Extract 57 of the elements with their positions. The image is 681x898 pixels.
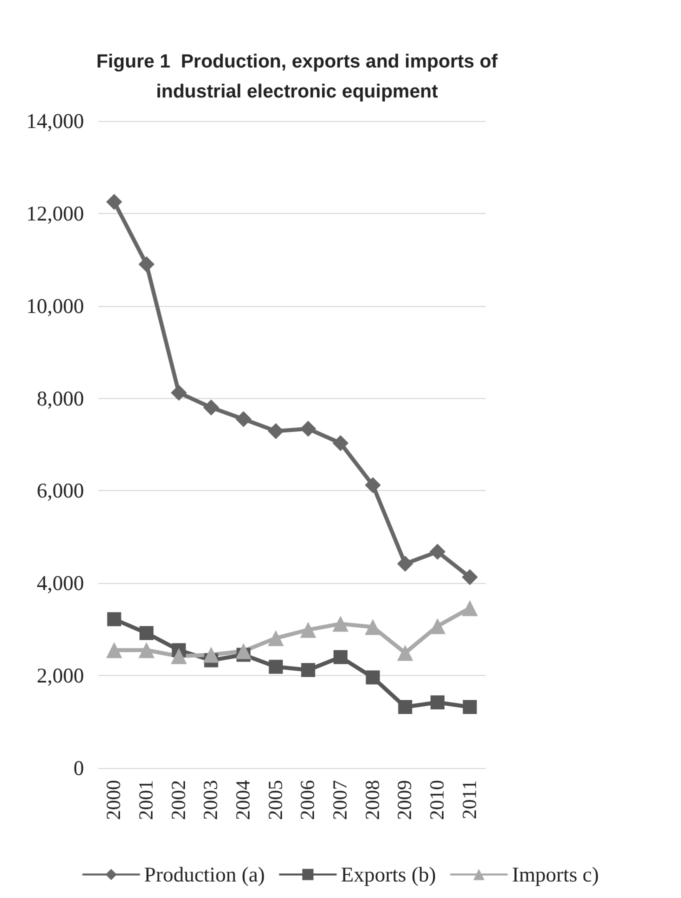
y-tick-label: 8,000 xyxy=(36,386,84,410)
x-tick-label: 2006 xyxy=(297,780,320,820)
y-tick-label: 10,000 xyxy=(26,294,84,318)
point xyxy=(203,646,220,663)
point xyxy=(332,616,348,632)
point xyxy=(107,612,122,626)
point xyxy=(138,642,154,658)
point xyxy=(462,600,478,616)
legend-label: Production (a) xyxy=(144,862,265,886)
point xyxy=(430,544,446,560)
point xyxy=(268,423,284,440)
x-tick-label: 2004 xyxy=(232,780,254,820)
x-tick-label: 2008 xyxy=(362,780,384,820)
x-tick-label: 2005 xyxy=(264,780,287,820)
point xyxy=(268,630,284,646)
point xyxy=(462,569,478,586)
x-tick-label: 2001 xyxy=(136,780,158,820)
point xyxy=(300,420,316,437)
point xyxy=(268,660,283,674)
point xyxy=(334,650,348,664)
point xyxy=(332,435,348,452)
point xyxy=(106,194,122,210)
point xyxy=(364,477,381,494)
point xyxy=(430,618,446,634)
x-tick-label: 2011 xyxy=(458,780,481,820)
point xyxy=(364,619,381,636)
x-tick-label: 2010 xyxy=(426,780,448,820)
point xyxy=(170,384,187,401)
x-tick-label: 2009 xyxy=(394,780,416,820)
y-tick-label: 14,000 xyxy=(26,109,84,133)
point xyxy=(106,642,122,658)
x-tick-label: 2000 xyxy=(103,780,126,820)
point xyxy=(398,700,412,714)
point xyxy=(366,670,380,684)
x-tick-label: 2002 xyxy=(168,780,190,820)
point xyxy=(236,643,252,660)
legend-label: Imports c) xyxy=(512,862,599,886)
point xyxy=(430,695,444,710)
point xyxy=(301,663,316,678)
y-tick-label: 4,000 xyxy=(36,571,84,596)
point xyxy=(462,700,477,714)
y-tick-label: 6,000 xyxy=(36,478,84,503)
y-tick-label: 12,000 xyxy=(26,201,84,226)
legend-label: Exports (b) xyxy=(340,862,436,886)
x-tick-label: 2007 xyxy=(330,780,352,820)
y-tick-label: 0 xyxy=(74,756,84,780)
point xyxy=(170,648,187,664)
point xyxy=(138,256,154,272)
y-tick-label: 2,000 xyxy=(36,664,84,688)
point xyxy=(397,556,414,572)
chart-title: Figure 1 Production, exports and imports of industrial electronic equipment xyxy=(96,52,498,102)
point xyxy=(203,400,220,416)
point xyxy=(397,644,414,661)
point xyxy=(236,411,252,428)
point xyxy=(140,626,154,640)
point xyxy=(300,622,316,638)
x-tick-label: 2003 xyxy=(200,780,222,820)
